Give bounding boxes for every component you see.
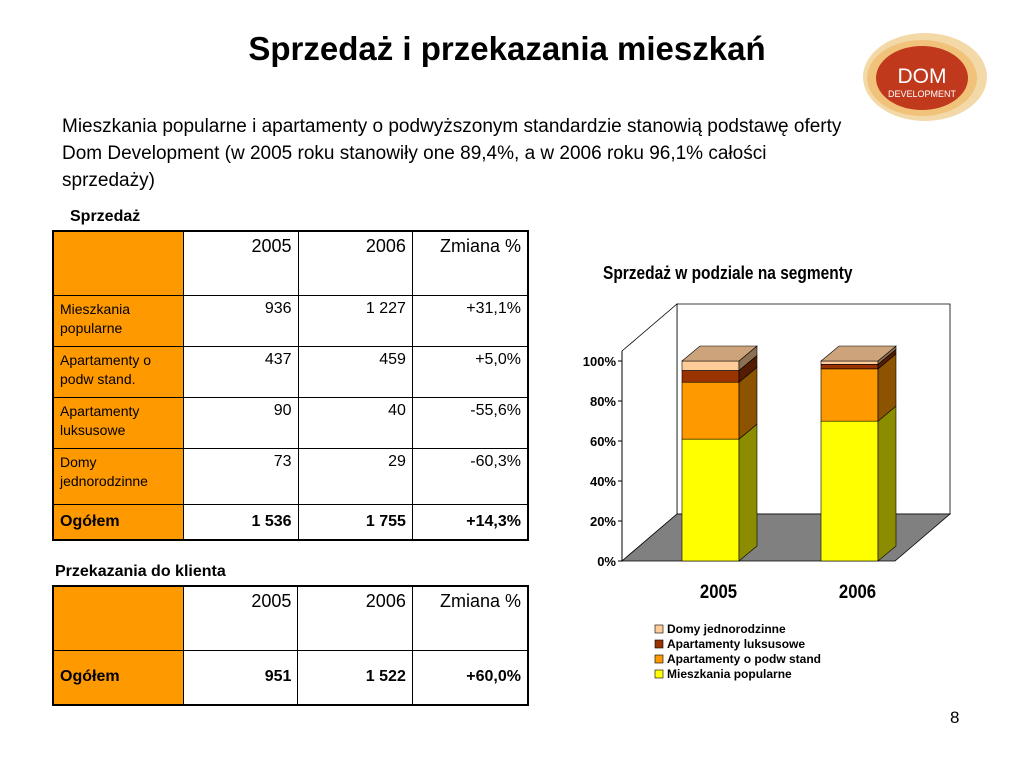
page-number: 8 (950, 708, 960, 727)
handover-table-caption: Przekazania do klienta (55, 563, 226, 580)
total-value-2006: 1 522 (297, 649, 413, 706)
bar-segment (681, 360, 740, 371)
row-change: +5,0% (411, 345, 529, 398)
x-category-label: 2006 (839, 581, 876, 602)
y-tick-label: 0% (597, 554, 616, 569)
row-value-2005: 73 (183, 447, 299, 505)
total-value-2005: 951 (182, 649, 299, 706)
legend-label: Mieszkania popularne (667, 667, 792, 681)
legend-label: Apartamenty o podw stand (667, 652, 821, 666)
row-label: Apartamenty luksusowe (52, 396, 185, 449)
bar-segment (820, 420, 879, 562)
intro-paragraph: Mieszkania popularne i apartamenty o pod… (62, 116, 842, 191)
row-value-2006: 459 (297, 345, 413, 398)
row-value-2005: 90 (183, 396, 299, 449)
slide-title: Sprzedaż i przekazania mieszkań (248, 30, 766, 67)
row-value-2005: 437 (183, 345, 299, 398)
y-tick-label: 20% (590, 514, 616, 529)
x-category-label: 2005 (700, 581, 737, 602)
legend-label: Apartamenty luksusowe (667, 637, 805, 651)
bar-segment (681, 370, 740, 383)
legend-swatch (654, 639, 664, 649)
header-cell-change: Zmiana % (411, 230, 529, 296)
row-change: -55,6% (411, 396, 529, 449)
header-cell-2006: 2006 (297, 585, 413, 651)
row-change: +31,1% (411, 294, 529, 347)
bar-segment-side (738, 423, 758, 562)
bar-segment (681, 381, 740, 440)
legend-swatch (654, 654, 664, 664)
header-cell-empty (52, 585, 184, 651)
y-tick-label: 80% (590, 394, 616, 409)
table-total-row: Ogółem 1 536 1 755 +14,3% (52, 503, 529, 541)
bar-segment-top (820, 345, 897, 362)
y-tick-label: 40% (590, 474, 616, 489)
total-change: +60,0% (411, 649, 529, 706)
row-label: Mieszkania popularne (52, 294, 185, 347)
bar-segment-top (681, 345, 758, 362)
dom-development-logo: DOM DEVELOPMENT (863, 33, 987, 121)
total-label: Ogółem (52, 503, 185, 541)
header-cell-2005: 2005 (182, 585, 299, 651)
handover-table-header-row: 2005 2006 Zmiana % (52, 585, 529, 651)
total-value-2006: 1 755 (297, 503, 413, 541)
table-row: Domy jednorodzinne 73 29 -60,3% (52, 447, 529, 505)
legend-swatch (654, 624, 664, 634)
logo-text-sub: DEVELOPMENT (888, 89, 957, 99)
chart-floor (620, 513, 952, 562)
row-value-2006: 40 (297, 396, 413, 449)
row-value-2006: 1 227 (297, 294, 413, 347)
total-value-2005: 1 536 (183, 503, 299, 541)
y-tick-label: 60% (590, 434, 616, 449)
segment-sales-chart: 0% 20% 40% 60% 80% 100% 2005 2006 Domy jednorodz… (583, 303, 952, 681)
handover-table: 2005 2006 Zmiana % Ogółem 951 1 522 +60,… (52, 585, 529, 706)
total-change: +14,3% (411, 503, 529, 541)
row-label: Apartamenty o podw stand. (52, 345, 185, 398)
table-row: Apartamenty o podw stand. 437 459 +5,0% (52, 345, 529, 398)
header-cell-empty (52, 230, 185, 296)
row-value-2005: 936 (183, 294, 299, 347)
row-label: Domy jednorodzinne (52, 447, 185, 505)
sales-table-caption: Sprzedaż (70, 208, 141, 225)
bar-segment (681, 438, 740, 562)
sales-table: 2005 2006 Zmiana % Mieszkania popularne … (52, 230, 529, 541)
logo-text-main: DOM (898, 65, 947, 88)
table-row: Apartamenty luksusowe 90 40 -55,6% (52, 396, 529, 449)
header-cell-change: Zmiana % (411, 585, 529, 651)
chart-title: Sprzedaż w podziale na segmenty (603, 263, 853, 283)
total-label: Ogółem (52, 649, 184, 706)
legend-label: Domy jednorodzinne (667, 622, 786, 636)
y-tick-label: 100% (583, 354, 617, 369)
row-value-2006: 29 (297, 447, 413, 505)
bar-segment (820, 360, 879, 365)
bar-segment (820, 364, 879, 370)
header-cell-2005: 2005 (183, 230, 299, 296)
table-total-row: Ogółem 951 1 522 +60,0% (52, 649, 529, 706)
header-cell-2006: 2006 (297, 230, 413, 296)
bar-segment (820, 368, 879, 422)
sales-table-header-row: 2005 2006 Zmiana % (52, 230, 529, 296)
legend-swatch (654, 669, 664, 679)
row-change: -60,3% (411, 447, 529, 505)
table-row: Mieszkania popularne 936 1 227 +31,1% (52, 294, 529, 347)
bar-segment-side (877, 405, 897, 562)
